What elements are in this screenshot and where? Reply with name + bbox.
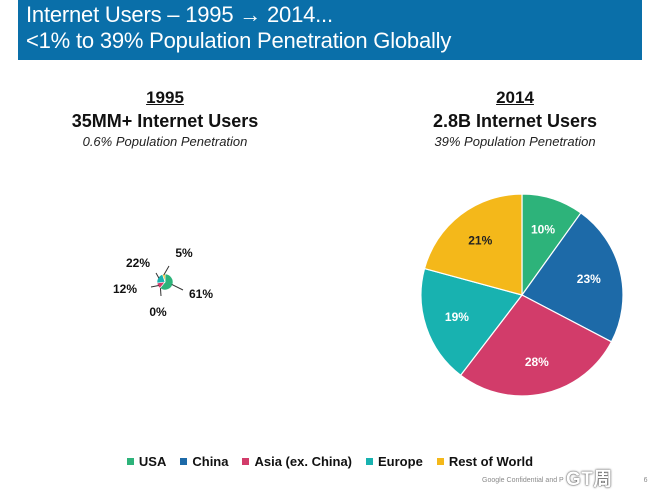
pie-slice-1995-rest-of-world — [162, 273, 166, 283]
pie-slice-2014-asia-ex-china — [459, 294, 613, 397]
panel-2014-year: 2014 — [496, 88, 534, 107]
pie-label-2014-asia-ex-china: 28% — [525, 355, 549, 369]
pie-slice-2014-rest-of-world — [423, 193, 523, 296]
panel-2014-penetration: 39% Population Penetration — [434, 134, 596, 149]
panel-1995-header: 1995 35MM+ Internet Users 0.6% Populatio… — [40, 88, 290, 149]
page-number: 6 — [643, 477, 648, 484]
pie-label-2014-europe: 19% — [445, 310, 469, 324]
leader-line-1995-rest-of-world — [163, 265, 170, 276]
title-line-1: Internet Users – 1995 → 2014... — [26, 2, 333, 27]
panel-2014-header: 2014 2.8B Internet Users 39% Population … — [390, 88, 640, 149]
legend-item-asia: Asia (ex. China) — [242, 454, 352, 469]
legend-item-rest-of-world: Rest of World — [436, 454, 534, 469]
leader-line-1995-asia-ex-china — [150, 284, 159, 288]
pie-label-1995-china: 0% — [149, 305, 167, 319]
title-line-2: <1% to 39% Population Penetration Global… — [26, 28, 452, 53]
legend-swatch-europe — [366, 458, 374, 465]
confidential-text: Google Confidential and P — [482, 477, 564, 484]
legend-swatch-usa — [126, 458, 134, 465]
pie-label-1995-rest-of-world: 5% — [175, 246, 193, 260]
panel-1995-users: 35MM+ Internet Users — [71, 111, 259, 131]
leader-line-1995-china — [159, 287, 162, 297]
pie-label-2014-rest-of-world: 21% — [468, 233, 492, 247]
pie-label-1995-asia-ex-china: 12% — [113, 282, 137, 296]
pie-label-1995-usa: 61% — [189, 287, 213, 301]
legend-label-china: China — [192, 454, 229, 469]
pie-label-2014-china: 23% — [577, 272, 601, 286]
legend-label-europe: Europe — [378, 454, 423, 469]
title-banner: Internet Users – 1995 → 2014... <1% to 3… — [18, 0, 642, 60]
legend-label-rest-of-world: Rest of World — [448, 454, 534, 469]
legend-swatch-asia — [242, 458, 250, 465]
pie-slice-2014-europe — [420, 267, 524, 377]
legend-swatch-rest-of-world — [436, 458, 444, 465]
panel-1995-year: 1995 — [146, 88, 184, 107]
leader-line-1995-europe — [155, 272, 160, 279]
legend-item-europe: Europe — [366, 454, 423, 469]
pie-label-1995-europe: 22% — [126, 256, 150, 270]
panel-1995-penetration: 0.6% Population Penetration — [82, 134, 248, 149]
watermark-logo: GT周 — [566, 469, 613, 490]
legend-swatch-china — [180, 458, 188, 465]
pie-slice-2014-china — [521, 212, 624, 343]
chart-legend: USA China Asia (ex. China) Europe Rest o… — [0, 454, 660, 469]
pie-label-2014-usa: 10% — [531, 223, 555, 237]
legend-label-usa: USA — [138, 454, 167, 469]
leader-line-1995-usa — [171, 283, 184, 291]
legend-label-asia: Asia (ex. China) — [254, 454, 353, 469]
legend-item-usa: USA — [126, 454, 167, 469]
confidential-footer: Google Confidential and P 6 — [482, 477, 647, 484]
panel-2014-users: 2.8B Internet Users — [432, 111, 598, 131]
legend-item-china: China — [180, 454, 228, 469]
